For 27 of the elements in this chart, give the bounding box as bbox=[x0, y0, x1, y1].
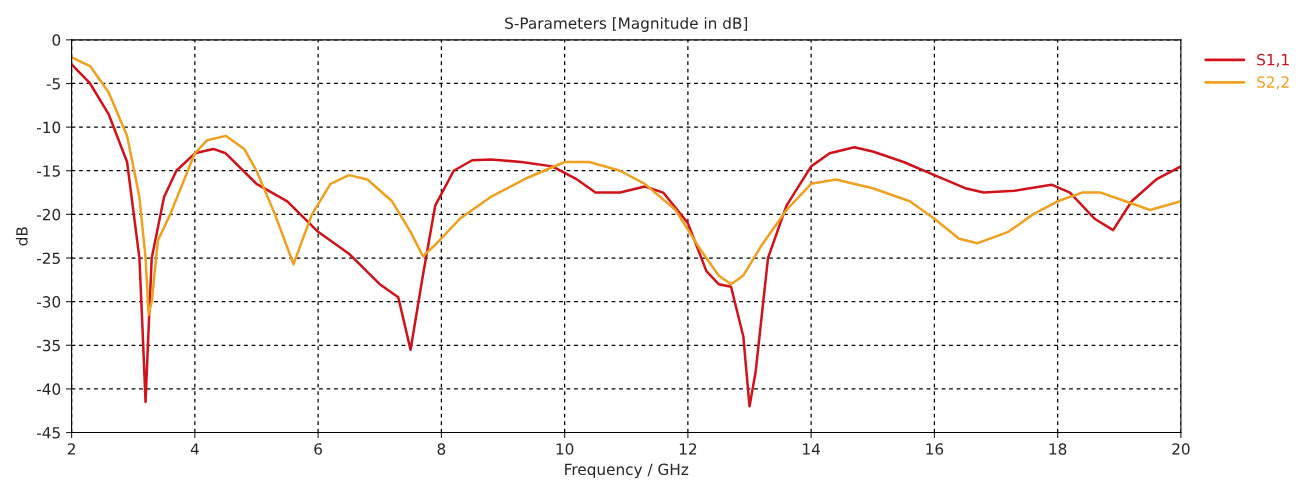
x-axis-title: Frequency / GHz bbox=[565, 463, 689, 479]
line-series bbox=[71, 63, 1181, 408]
chart-title: S-Parameters [Magnitude in dB] bbox=[505, 17, 748, 32]
x-tick-label: 6 bbox=[314, 443, 323, 455]
x-tick-label: 20 bbox=[1172, 443, 1190, 455]
x-tick-label: 4 bbox=[190, 443, 199, 455]
x-tick-label: 16 bbox=[926, 443, 944, 455]
y-tick-label: 0 bbox=[52, 34, 61, 46]
legend-label: S2,2 bbox=[1257, 76, 1289, 90]
y-tick-label: -40 bbox=[36, 383, 61, 395]
x-tick-label: 10 bbox=[556, 443, 574, 455]
y-tick-label: -25 bbox=[36, 252, 60, 265]
y-axis-title: dB bbox=[15, 227, 28, 246]
x-tick-label: 18 bbox=[1049, 443, 1067, 455]
legend-label: S1,1 bbox=[1257, 53, 1289, 67]
x-tick-label: 12 bbox=[679, 443, 697, 455]
line-series bbox=[71, 56, 1181, 316]
y-tick-label: -5 bbox=[46, 78, 60, 90]
y-tick-label: -20 bbox=[36, 208, 61, 221]
y-tick-label: -10 bbox=[36, 121, 61, 134]
x-tick-label: 2 bbox=[67, 443, 75, 455]
y-tick-label: -15 bbox=[36, 165, 60, 177]
y-tick-label: -35 bbox=[36, 339, 60, 352]
x-tick-label: 14 bbox=[803, 443, 821, 455]
y-tick-label: -45 bbox=[36, 427, 60, 439]
x-tick-label: 8 bbox=[437, 443, 446, 455]
y-tick-label: -30 bbox=[36, 296, 61, 308]
